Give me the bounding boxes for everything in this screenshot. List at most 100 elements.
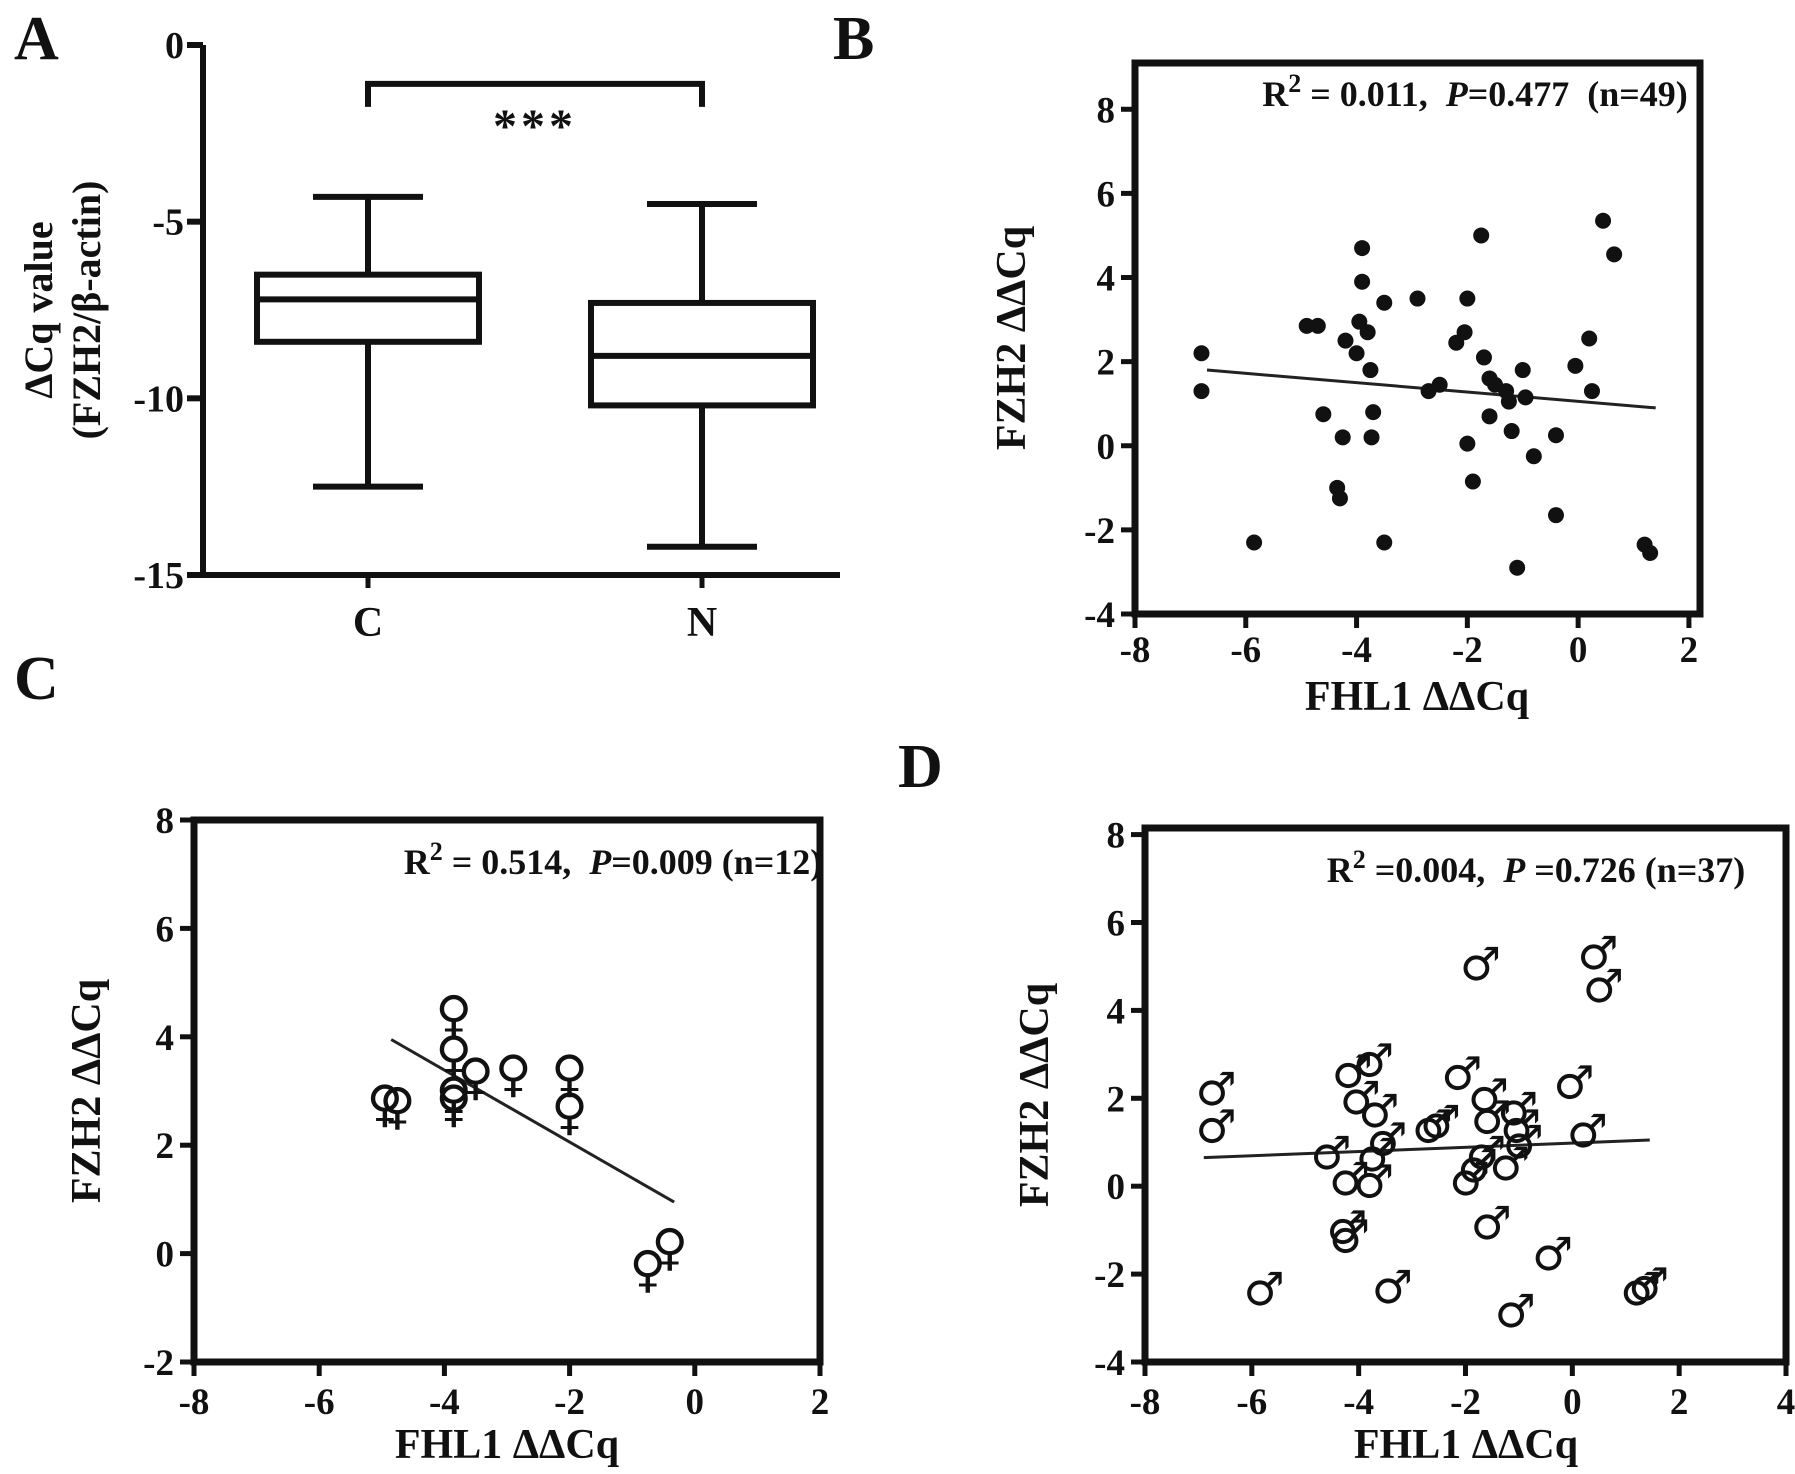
female-sign-icon: ♀ <box>551 1083 588 1141</box>
y-tick-label: 6 <box>1097 174 1116 215</box>
x-tick-label: 2 <box>1670 1382 1689 1423</box>
female-sign-icon: ♀ <box>435 1067 472 1125</box>
female-sign-icon: ♀ <box>457 1048 494 1106</box>
female-sign-icon: ♀ <box>495 1045 532 1103</box>
data-point <box>1583 383 1600 400</box>
x-tick-label: 0 <box>686 1382 705 1423</box>
male-sign-icon: ♂ <box>1326 1201 1367 1255</box>
male-sign-icon: ♂ <box>1553 1056 1594 1110</box>
data-point <box>1642 545 1659 562</box>
male-sign-icon: ♂ <box>1195 1099 1236 1153</box>
data-point <box>1456 324 1473 341</box>
y-tick-label: 4 <box>156 1018 175 1059</box>
data-point <box>1473 227 1490 244</box>
x-tick-label: -8 <box>1120 630 1151 671</box>
male-sign-icon: ♂ <box>1503 1115 1544 1169</box>
y-tick-label: 0 <box>1107 1167 1126 1208</box>
data-point <box>1193 345 1210 362</box>
data-point <box>1246 534 1263 551</box>
y-tick-label: 0 <box>1097 427 1116 468</box>
data-point <box>1309 317 1326 334</box>
male-sign-icon: ♂ <box>1372 1260 1413 1314</box>
data-point <box>1331 490 1348 507</box>
y-axis-title: FZH2 ΔΔCq <box>989 226 1035 450</box>
data-point <box>1525 448 1542 465</box>
x-tick-label: 4 <box>1777 1382 1795 1423</box>
y-axis-title: FZH2 ΔΔCq <box>64 979 110 1203</box>
panel-label-b: B <box>833 5 875 73</box>
data-point <box>1376 294 1393 311</box>
x-tick-label: -6 <box>304 1382 335 1423</box>
male-sign-icon: ♂ <box>1532 1227 1573 1281</box>
male-sign-icon: ♂ <box>1340 1071 1381 1125</box>
panel-a-box-plot: 0 -5 -10 -15 ΔCq value (FZH2/β-actin) C N *** <box>16 25 840 646</box>
y-tick-label: -4 <box>1084 595 1115 636</box>
x-tick-label: -8 <box>179 1382 210 1423</box>
y-axis-title-line: ΔCq value <box>16 221 61 398</box>
data-point <box>1362 362 1379 379</box>
male-sign-icon: ♂ <box>1366 1113 1407 1167</box>
male-sign-icon: ♂ <box>1457 1139 1498 1193</box>
x-tick-label: 2 <box>1680 630 1699 671</box>
data-point <box>1193 383 1210 400</box>
female-sign-icon: ♀ <box>651 1219 688 1277</box>
panel-label-a: A <box>14 5 59 73</box>
female-sign-icon: ♀ <box>379 1078 416 1136</box>
y-tick-label: 2 <box>1097 343 1116 384</box>
x-tick-label: -4 <box>429 1382 460 1423</box>
x-tick-label: -2 <box>1452 630 1483 671</box>
panel-label-d: D <box>898 733 943 801</box>
data-point <box>1459 290 1476 307</box>
male-sign-icon: ♂ <box>1195 1062 1236 1116</box>
stats-annotation: R2 = 0.011, P=0.477 (n=49) <box>1262 69 1688 114</box>
male-sign-icon: ♂ <box>1329 1209 1370 1263</box>
data-point <box>1354 240 1371 257</box>
x-tick-label: -4 <box>1343 1382 1374 1423</box>
y-tick-label: 8 <box>156 801 175 842</box>
y-tick-label: 8 <box>1107 816 1126 857</box>
data-point <box>1459 435 1476 452</box>
data-point <box>1481 408 1498 425</box>
data-point <box>1431 376 1448 393</box>
significance-bracket <box>365 80 705 107</box>
data-point <box>1334 429 1351 446</box>
x-axis-title: FHL1 ΔΔCq <box>1305 674 1529 720</box>
male-sign-icon: ♂ <box>1497 1082 1538 1136</box>
data-point <box>1363 429 1380 446</box>
y-tick-label: 6 <box>1107 903 1126 944</box>
male-sign-icon: ♂ <box>1412 1099 1453 1153</box>
data-point <box>1365 404 1382 421</box>
y-tick-label: 2 <box>1107 1079 1126 1120</box>
male-sign-icon: ♂ <box>1620 1262 1661 1316</box>
y-tick-label: -2 <box>143 1343 174 1384</box>
male-sign-icon: ♂ <box>1332 1045 1373 1099</box>
x-axis-title: FHL1 ΔΔCq <box>1354 1422 1578 1468</box>
y-tick-label: -4 <box>1094 1343 1125 1384</box>
data-point <box>1348 345 1365 362</box>
female-sign-icon: ♀ <box>435 1026 472 1084</box>
male-sign-icon: ♂ <box>1449 1152 1490 1206</box>
significance-stars: *** <box>493 100 577 153</box>
male-sign-icon: ♂ <box>1244 1262 1285 1316</box>
male-sign-icon: ♂ <box>1500 1099 1541 1153</box>
female-sign-icon: ♀ <box>435 1075 472 1133</box>
y-tick-label: 8 <box>1097 90 1116 131</box>
x-tick-label: -8 <box>1130 1382 1161 1423</box>
male-sign-icon: ♂ <box>1567 1104 1608 1158</box>
data-point <box>1359 324 1376 341</box>
x-tick-label: 2 <box>811 1382 830 1423</box>
x-tick-label: -4 <box>1341 630 1372 671</box>
x-category-label: C <box>353 600 383 646</box>
male-sign-icon: ♂ <box>1577 926 1618 980</box>
data-point <box>1503 423 1520 440</box>
x-axis-title: FHL1 ΔΔCq <box>395 1422 619 1468</box>
y-tick-label: -10 <box>133 378 184 420</box>
data-point <box>1475 349 1492 366</box>
data-point <box>1500 393 1517 410</box>
x-tick-label: -2 <box>1450 1382 1481 1423</box>
data-point <box>1337 332 1354 349</box>
